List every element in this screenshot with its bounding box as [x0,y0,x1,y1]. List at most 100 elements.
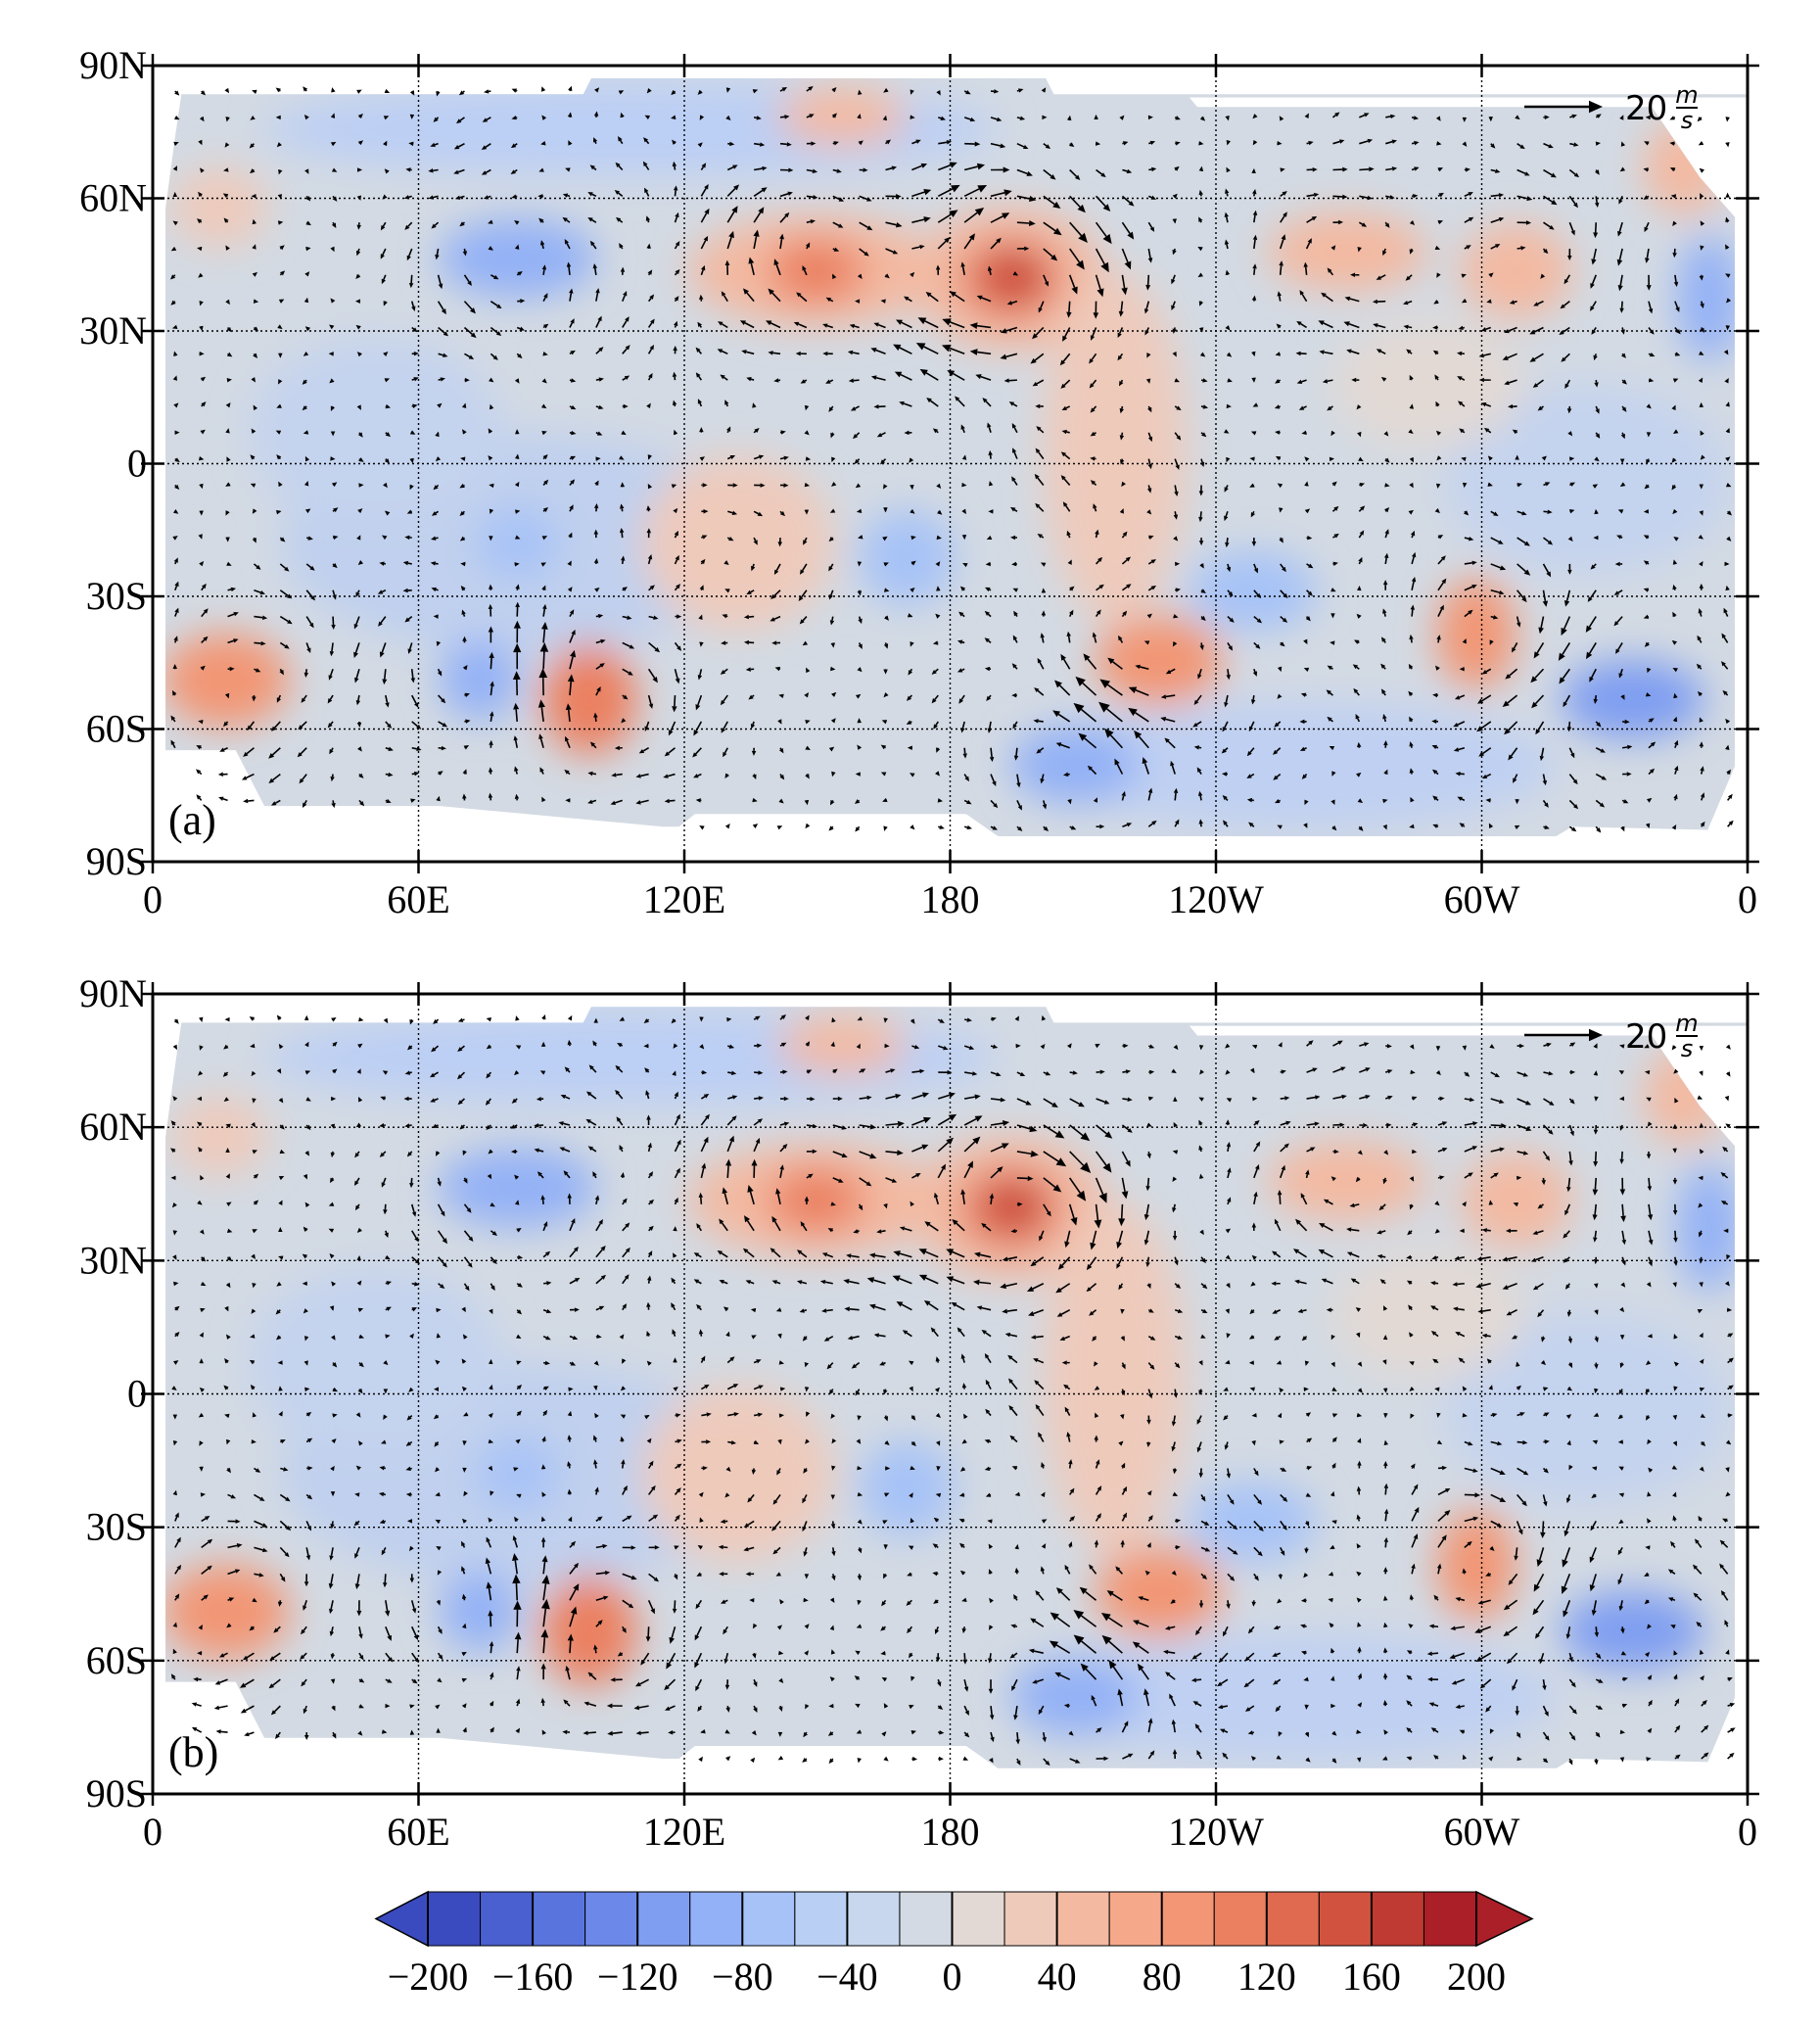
wind-arrow [1359,169,1369,170]
wind-arrow [937,432,939,433]
wind-arrow [412,748,417,749]
wind-arrow [332,748,333,750]
wind-arrow-head [939,825,944,829]
wind-arrow [437,1125,439,1126]
wind-arrow [436,538,439,539]
wind-arrow [254,1203,255,1204]
wind-arrow [1408,327,1412,328]
wind-arrow [859,800,860,801]
y-tick-label: 90S [86,839,147,883]
wind-arrow [1069,535,1070,538]
wind-arrow [1385,459,1386,460]
wind-arrow [675,325,676,327]
wind-arrow [1201,617,1202,618]
wind-arrow [386,800,387,801]
wind-arrow [1596,433,1597,435]
wind-arrow [991,826,993,827]
panel-label: (a) [168,796,216,844]
wind-arrow-head [1726,1045,1731,1050]
wind-arrow [832,617,833,621]
wind-arrow [649,617,654,618]
wind-arrow [1227,485,1228,488]
wind-arrow [333,510,334,511]
wind-arrow-head [910,825,914,829]
wind-arrow [226,1072,227,1073]
wind-arrow-head [1725,193,1729,198]
wind-arrow [463,511,464,512]
wind-arrow [1596,353,1597,355]
wind-arrow [305,380,306,381]
wind-arrow [1253,695,1254,700]
wind-arrow [649,274,650,275]
wind-arrow [648,1071,649,1072]
wind-arrow [622,533,623,538]
wind-arrow-head [458,1018,463,1022]
wind-arrow [1568,1178,1569,1187]
wind-arrow [1622,406,1623,408]
wind-arrow-head [725,824,730,828]
wind-arrow [280,538,281,539]
wind-arrow [223,799,228,801]
wind-arrow [517,1310,518,1311]
wind-arrow [1148,406,1149,408]
wind-arrow [333,1178,334,1179]
wind-arrow [254,617,262,618]
wind-arrow [807,247,808,249]
wind-arrow [1121,380,1122,382]
x-tick-label: 60E [387,877,449,921]
wind-arrow [202,1257,203,1258]
wind-arrow [595,142,596,144]
wind-arrow [412,379,414,380]
wind-arrow [1227,193,1228,196]
wind-arrow [884,1363,886,1364]
wind-arrow [1457,1284,1464,1285]
wind-arrow [306,196,307,197]
x-tick-label: 120W [1168,877,1264,921]
wind-arrow [826,1310,833,1311]
wind-arrow [1044,826,1046,827]
wind-arrow [1438,538,1439,539]
wind-arrow [1070,589,1071,590]
wind-arrow [675,300,676,301]
wind-arrow [1411,1283,1412,1284]
wind-arrow [674,1282,675,1284]
y-tick-label: 60N [79,176,147,220]
wind-arrow [833,1071,834,1072]
wind-arrow [174,1124,175,1125]
wind-arrow [1411,1231,1412,1232]
wind-arrow [752,695,754,696]
wind-arrow [202,91,203,92]
wind-arrow [1148,169,1151,170]
wind-arrow [911,1046,914,1047]
wind-arrow [1227,244,1228,249]
wind-arrow [1254,669,1255,672]
wind-arrow [1385,1098,1388,1099]
wind-arrow [962,642,964,643]
wind-arrow [675,91,676,92]
wind-arrow [516,771,517,774]
wind-arrow [1385,196,1390,197]
wind-arrow [1412,536,1413,539]
wind-arrow [595,1045,596,1046]
wind-arrow [542,221,543,222]
wind-arrow [516,709,517,721]
wind-arrow [1385,1071,1388,1072]
wind-arrow [333,800,334,803]
wind-arrow-head [224,88,229,93]
wind-arrow [306,1125,307,1126]
wind-arrow [1622,433,1623,435]
wind-arrow [1491,617,1494,618]
wind-arrow [1148,1310,1149,1311]
wind-arrow [254,353,255,354]
wind-arrow-head [218,773,223,777]
wind-arrow [753,722,754,725]
wind-arrow-head [385,89,390,93]
wind-arrow [1175,249,1176,251]
wind-arrow [1595,1178,1596,1190]
wind-arrow [1201,642,1202,645]
wind-arrow [1596,170,1597,171]
wind-arrow [807,196,814,197]
wind-arrow [570,406,572,407]
wind-arrow [1622,302,1623,308]
wind-arrow [1009,380,1017,381]
